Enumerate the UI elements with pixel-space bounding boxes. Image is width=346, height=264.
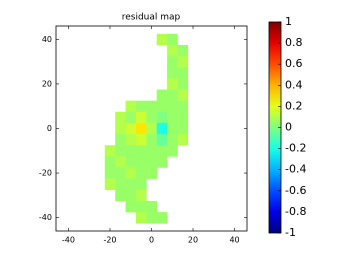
- colorbar-tick-label: -0.4: [285, 163, 306, 176]
- image-cell: [115, 134, 126, 146]
- image-cell: [156, 156, 168, 168]
- colorbar-tick-label: 0.8: [285, 36, 303, 49]
- image-cell: [177, 111, 189, 124]
- image-cell: [125, 156, 137, 168]
- colorbar-tick-label: -0.8: [285, 205, 306, 218]
- image-cell: [135, 178, 147, 191]
- image-cell: [167, 78, 178, 90]
- image-cell: [135, 122, 147, 135]
- colorbar-tick-label: -0.2: [285, 142, 306, 155]
- chart-title: residual map: [122, 13, 181, 23]
- image-cell: [135, 212, 147, 224]
- colorbar-tick-label: -1: [285, 226, 296, 239]
- image-cell: [115, 145, 126, 157]
- image-cell: [125, 167, 137, 179]
- image-cell: [146, 111, 157, 124]
- colorbar-tick-label: 0.6: [285, 57, 303, 70]
- image-cell: [135, 156, 147, 168]
- image-cell: [115, 111, 126, 124]
- image-cell: [167, 56, 178, 68]
- image-cell: [115, 178, 126, 191]
- image-cell: [146, 134, 157, 146]
- image-cell: [156, 33, 168, 46]
- image-cell: [167, 89, 178, 101]
- image-cell: [115, 156, 126, 168]
- colorbar-tick-label: 1: [285, 15, 292, 28]
- image-cell: [177, 44, 189, 57]
- image-cell: [104, 167, 116, 179]
- y-tick-label: -20: [39, 169, 52, 178]
- image-cell: [125, 100, 137, 113]
- image-cell: [146, 167, 157, 179]
- image-cell: [167, 122, 178, 135]
- x-tick-label: -20: [103, 236, 116, 245]
- image-cell: [125, 134, 137, 146]
- image-cell: [177, 56, 189, 68]
- y-tick-label: 20: [42, 79, 52, 88]
- image-cell: [156, 134, 168, 146]
- image-cell: [125, 178, 137, 191]
- image-cell: [135, 100, 147, 113]
- image-cell: [167, 111, 178, 124]
- image-cell: [167, 67, 178, 79]
- image-cell: [167, 145, 178, 157]
- image-cell: [146, 156, 157, 168]
- image-cell: [115, 122, 126, 135]
- x-tick-label: 40: [229, 236, 239, 245]
- image-cell: [125, 111, 137, 124]
- image-cell: [115, 167, 126, 179]
- image-cell: [135, 200, 147, 213]
- image-cell: [156, 111, 168, 124]
- y-tick-label: -40: [39, 213, 52, 222]
- image-cell: [177, 78, 189, 90]
- image-cell: [146, 122, 157, 135]
- x-tick-label: -40: [62, 236, 75, 245]
- image-cell: [167, 33, 178, 46]
- colorbar-tick-label: -0.6: [285, 184, 306, 197]
- image-cell: [167, 44, 178, 57]
- image-cell: [177, 67, 189, 79]
- colorbar-tick-label: 0.2: [285, 99, 303, 112]
- image-cell: [104, 156, 116, 168]
- image-cell: [135, 167, 147, 179]
- image-cell: [177, 89, 189, 101]
- image-cell: [167, 100, 178, 113]
- image-cell: [177, 122, 189, 135]
- image-cell: [156, 89, 168, 101]
- image-cell: [146, 145, 157, 157]
- image-cell: [115, 189, 126, 202]
- image-cell: [177, 134, 189, 146]
- image-cell: [156, 100, 168, 113]
- image-cell: [125, 200, 137, 213]
- x-tick-label: 0: [149, 236, 154, 245]
- image-cell: [104, 178, 116, 191]
- image-cell: [125, 145, 137, 157]
- x-tick-label: 20: [188, 236, 198, 245]
- image-cell: [125, 122, 137, 135]
- image-cell: [125, 189, 137, 202]
- image-cell: [135, 134, 147, 146]
- image-cell: [167, 134, 178, 146]
- image-cell: [156, 122, 168, 135]
- image-cell: [135, 111, 147, 124]
- image-cell: [156, 212, 168, 224]
- image-cell: [156, 145, 168, 157]
- image-cell: [146, 100, 157, 113]
- image-cell: [146, 200, 157, 213]
- colorbar-tick-label: 0.4: [285, 78, 303, 91]
- y-tick-label: 0: [47, 124, 52, 133]
- image-cell: [135, 189, 147, 202]
- image-cell: [135, 145, 147, 157]
- image-cell: [104, 145, 116, 157]
- image-cell: [177, 100, 189, 113]
- colorbar-tick-label: 0: [285, 121, 292, 134]
- image-cell: [146, 212, 157, 224]
- y-tick-label: 40: [42, 35, 52, 44]
